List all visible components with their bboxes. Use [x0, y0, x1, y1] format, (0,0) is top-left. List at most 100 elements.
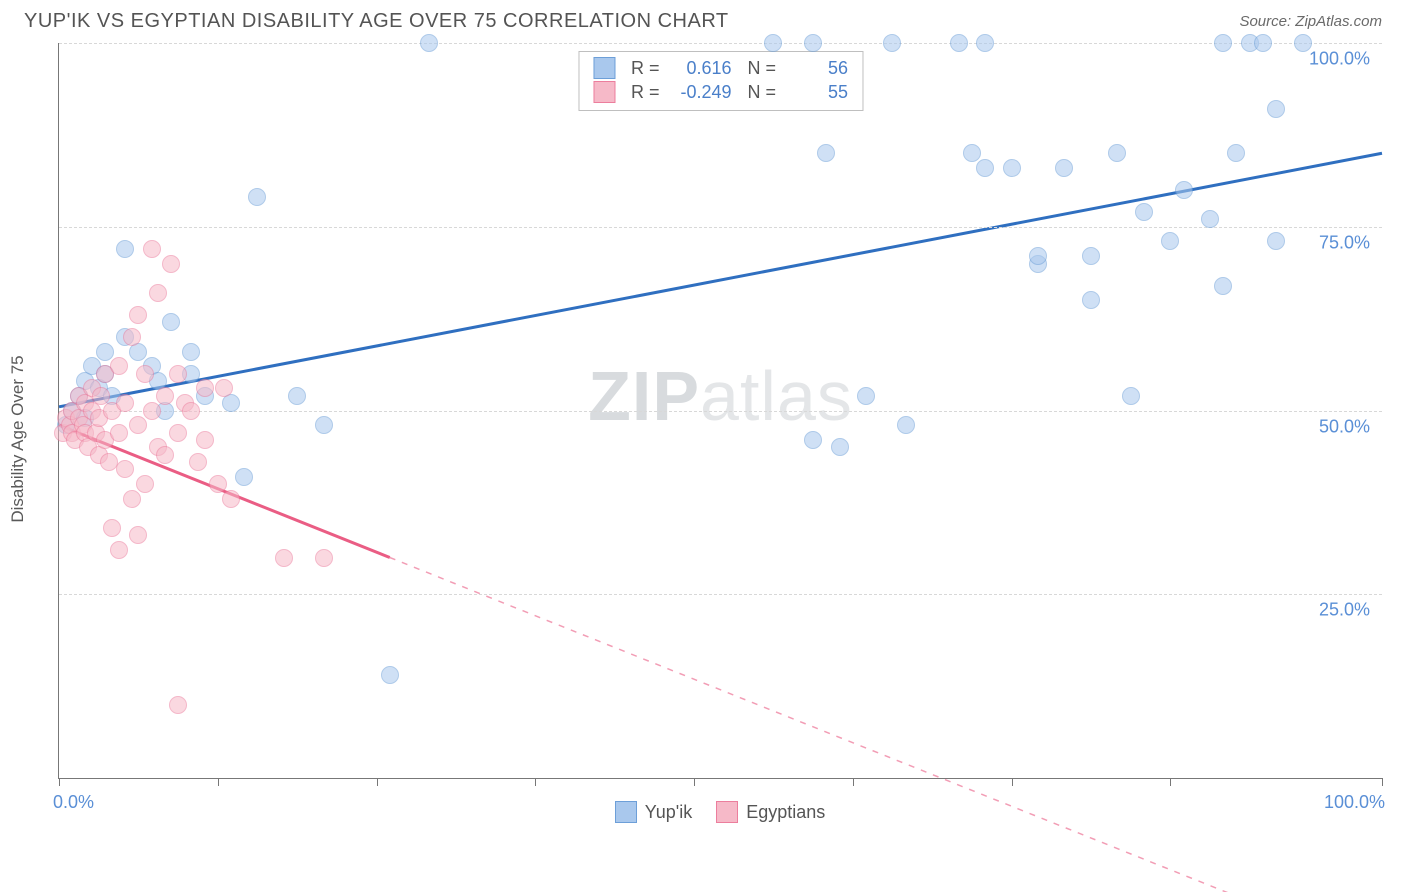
data-point	[950, 34, 968, 52]
data-point	[1294, 34, 1312, 52]
stats-row: R = -0.249 N = 55	[593, 80, 848, 104]
x-tick	[1170, 778, 1171, 786]
data-point	[156, 387, 174, 405]
data-point	[235, 468, 253, 486]
data-point	[182, 402, 200, 420]
data-point	[976, 159, 994, 177]
x-tick	[377, 778, 378, 786]
data-point	[116, 240, 134, 258]
data-point	[1201, 210, 1219, 228]
x-tick	[1382, 778, 1383, 786]
x-tick	[853, 778, 854, 786]
data-point	[189, 453, 207, 471]
legend-swatch	[593, 57, 615, 79]
gridline	[59, 227, 1382, 228]
x-tick	[218, 778, 219, 786]
data-point	[156, 446, 174, 464]
data-point	[963, 144, 981, 162]
data-point	[1254, 34, 1272, 52]
stats-row: R = 0.616 N = 56	[593, 56, 848, 80]
data-point	[275, 549, 293, 567]
data-point	[1108, 144, 1126, 162]
data-point	[1227, 144, 1245, 162]
legend-swatch	[716, 801, 738, 823]
data-point	[169, 424, 187, 442]
data-point	[129, 416, 147, 434]
data-point	[196, 431, 214, 449]
data-point	[169, 696, 187, 714]
data-point	[288, 387, 306, 405]
data-point	[110, 424, 128, 442]
data-point	[169, 365, 187, 383]
data-point	[209, 475, 227, 493]
series-legend: Yup'ik Egyptians	[58, 801, 1382, 823]
y-tick-label: 100.0%	[1309, 49, 1370, 70]
data-point	[1175, 181, 1193, 199]
data-point	[1029, 247, 1047, 265]
data-point	[143, 402, 161, 420]
data-point	[103, 519, 121, 537]
data-point	[315, 549, 333, 567]
y-tick-label: 75.0%	[1319, 232, 1370, 253]
data-point	[248, 188, 266, 206]
data-point	[857, 387, 875, 405]
data-point	[315, 416, 333, 434]
data-point	[136, 475, 154, 493]
data-point	[149, 284, 167, 302]
data-point	[1135, 203, 1153, 221]
data-point	[136, 365, 154, 383]
stats-legend: R = 0.616 N = 56 R = -0.249 N = 55	[578, 51, 863, 111]
data-point	[1055, 159, 1073, 177]
data-point	[1003, 159, 1021, 177]
data-point	[1082, 247, 1100, 265]
data-point	[831, 438, 849, 456]
r-value: -0.249	[676, 82, 732, 103]
n-label: N =	[748, 82, 777, 103]
plot-area: ZIPatlas R =0.616N =56R =-0.249N =55 25.…	[58, 43, 1382, 779]
data-point	[123, 328, 141, 346]
data-point	[110, 357, 128, 375]
gridline	[59, 411, 1382, 412]
data-point	[817, 144, 835, 162]
data-point	[116, 394, 134, 412]
r-label: R =	[631, 82, 660, 103]
data-point	[883, 34, 901, 52]
data-point	[976, 34, 994, 52]
r-value: 0.616	[676, 58, 732, 79]
data-point	[1161, 232, 1179, 250]
data-point	[110, 541, 128, 559]
legend-swatch	[593, 81, 615, 103]
legend-item: Yup'ik	[615, 801, 692, 823]
data-point	[1214, 277, 1232, 295]
chart-container: Disability Age Over 75 ZIPatlas R =0.616…	[58, 39, 1382, 839]
data-point	[116, 460, 134, 478]
chart-title: YUP'IK VS EGYPTIAN DISABILITY AGE OVER 7…	[24, 10, 729, 33]
data-point	[222, 490, 240, 508]
data-point	[96, 343, 114, 361]
data-point	[381, 666, 399, 684]
legend-label: Egyptians	[746, 802, 825, 823]
n-label: N =	[748, 58, 777, 79]
data-point	[182, 343, 200, 361]
x-tick	[535, 778, 536, 786]
y-tick-label: 50.0%	[1319, 416, 1370, 437]
n-value: 55	[792, 82, 848, 103]
n-value: 56	[792, 58, 848, 79]
gridline	[59, 594, 1382, 595]
y-axis-label: Disability Age Over 75	[8, 355, 28, 522]
data-point	[129, 526, 147, 544]
data-point	[897, 416, 915, 434]
gridline	[59, 43, 1382, 44]
r-label: R =	[631, 58, 660, 79]
data-point	[764, 34, 782, 52]
data-point	[1082, 291, 1100, 309]
data-point	[215, 379, 233, 397]
x-tick	[59, 778, 60, 786]
legend-label: Yup'ik	[645, 802, 692, 823]
x-tick	[694, 778, 695, 786]
data-point	[162, 255, 180, 273]
data-point	[162, 313, 180, 331]
data-point	[804, 34, 822, 52]
data-point	[1267, 232, 1285, 250]
chart-source: Source: ZipAtlas.com	[1239, 13, 1382, 30]
